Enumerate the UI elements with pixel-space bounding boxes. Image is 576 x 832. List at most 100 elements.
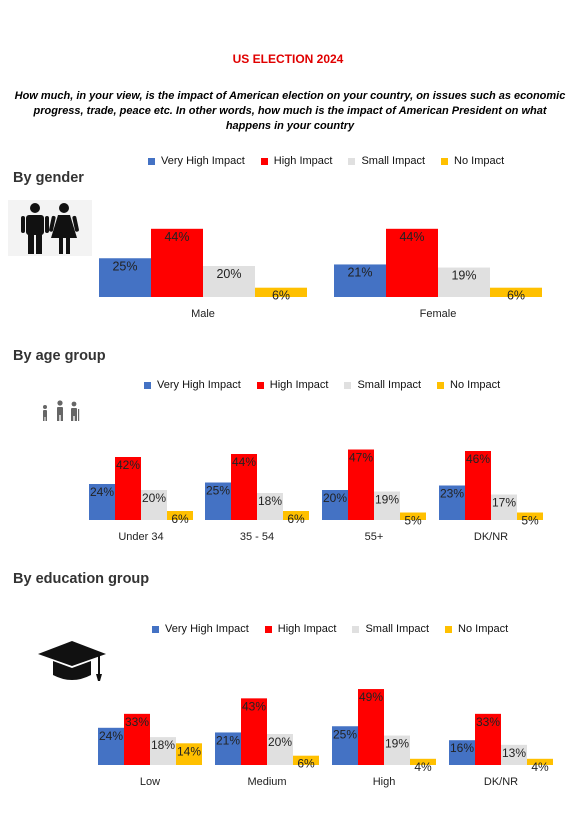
bar-age-1-2 [257, 493, 283, 520]
legend-item: Very High Impact [148, 155, 245, 167]
legend-label: No Impact [454, 155, 505, 167]
legend-label: Small Impact [357, 379, 422, 391]
data-label: 24% [90, 485, 114, 499]
bar-education-0-2 [150, 737, 176, 765]
legend-item: Small Impact [348, 155, 425, 167]
bar-age-3-1 [465, 451, 491, 520]
category-label: 35 - 54 [240, 531, 274, 543]
section-heading-age: By age group [13, 348, 106, 364]
bar-education-2-0 [332, 726, 358, 765]
data-label: 21% [216, 733, 240, 747]
data-label: 47% [349, 451, 373, 465]
bar-education-0-1 [124, 713, 150, 765]
data-label: 19% [385, 737, 409, 751]
data-label: 20% [216, 267, 241, 281]
bar-gender-1-0 [334, 264, 386, 297]
data-label: 43% [242, 699, 266, 713]
bar-age-0-1 [115, 457, 141, 520]
bar-gender-1-3 [490, 287, 542, 297]
legend-label: Very High Impact [165, 623, 249, 635]
graduation-cap-icon [38, 641, 106, 681]
chart-title: US ELECTION 2024 [232, 52, 344, 66]
data-label: 44% [232, 455, 256, 469]
category-label: Low [140, 776, 160, 788]
legend-item: High Impact [264, 623, 337, 635]
legend-item: No Impact [441, 155, 504, 167]
data-label: 23% [440, 487, 464, 501]
bar-age-0-2 [141, 490, 167, 520]
legend-label: High Impact [273, 155, 333, 167]
legend-age: Very High Impact High Impact Small Impac… [144, 379, 516, 391]
category-label: Medium [247, 776, 286, 788]
legend-item: Small Impact [352, 623, 429, 635]
legend-label: High Impact [269, 379, 329, 391]
category-label: Female [420, 308, 457, 320]
legend-label: No Impact [458, 623, 509, 635]
data-label: 25% [333, 727, 357, 741]
bar-age-1-0 [205, 482, 231, 520]
category-label: DK/NR [474, 531, 508, 543]
bar-education-2-2 [384, 735, 410, 765]
legend-label: Very High Impact [157, 379, 241, 391]
data-label: 16% [450, 741, 474, 755]
data-label: 44% [399, 230, 424, 244]
data-label: 19% [451, 269, 476, 283]
legend-label: Small Impact [365, 623, 430, 635]
data-label: 25% [112, 259, 137, 273]
data-label: 49% [359, 690, 383, 704]
data-label: 44% [164, 230, 189, 244]
bar-age-0-0 [89, 484, 115, 520]
bar-age-2-0 [322, 490, 348, 520]
bar-age-1-3 [283, 511, 309, 520]
data-label: 25% [206, 484, 230, 498]
legend-swatch [260, 157, 268, 165]
data-label: 6% [171, 512, 189, 526]
bar-gender-0-1 [151, 228, 203, 297]
bar-age-0-3 [167, 511, 193, 520]
bar-gender-0-0 [99, 258, 151, 297]
data-label: 5% [404, 514, 422, 528]
legend-swatch [445, 625, 453, 633]
legend-label: High Impact [277, 623, 337, 635]
survey-question: How much, in your view, is the impact of… [14, 90, 566, 132]
data-label: 6% [287, 512, 305, 526]
legend-label: No Impact [450, 379, 501, 391]
data-label: 13% [502, 746, 526, 760]
bar-education-0-3 [176, 743, 202, 765]
legend-label: Very High Impact [161, 155, 245, 167]
legend-item: Very High Impact [152, 623, 249, 635]
legend-education: Very High Impact High Impact Small Impac… [152, 623, 524, 635]
legend-item: No Impact [437, 379, 500, 391]
category-label: DK/NR [484, 776, 518, 788]
section-heading-education: By education group [13, 571, 150, 587]
legend-swatch [352, 625, 360, 633]
data-label: 17% [492, 496, 516, 510]
category-label: 55+ [365, 531, 384, 543]
bar-education-1-3 [293, 755, 319, 765]
bar-education-3-1 [475, 713, 501, 765]
legend-swatch [152, 625, 159, 633]
data-label: 18% [151, 738, 175, 752]
data-label: 20% [323, 491, 347, 505]
data-label: 4% [531, 760, 549, 774]
bar-age-2-3 [400, 512, 426, 520]
bar-education-3-3 [527, 758, 553, 765]
family-age-icon [43, 400, 80, 421]
bar-age-3-0 [439, 485, 465, 520]
legend-item: Small Impact [344, 379, 421, 391]
legend-swatch [344, 381, 352, 389]
data-label: 19% [375, 493, 399, 507]
legend-item: No Impact [445, 623, 508, 635]
bar-education-2-1 [358, 689, 384, 765]
data-label: 20% [142, 491, 166, 505]
data-label: 6% [507, 289, 525, 303]
bar-education-0-0 [98, 727, 124, 765]
legend-swatch [148, 157, 155, 165]
bar-age-3-2 [491, 494, 517, 520]
bar-gender-1-1 [386, 228, 438, 297]
bar-age-1-1 [231, 454, 257, 520]
bar-age-2-2 [374, 491, 400, 520]
data-label: 6% [272, 289, 290, 303]
